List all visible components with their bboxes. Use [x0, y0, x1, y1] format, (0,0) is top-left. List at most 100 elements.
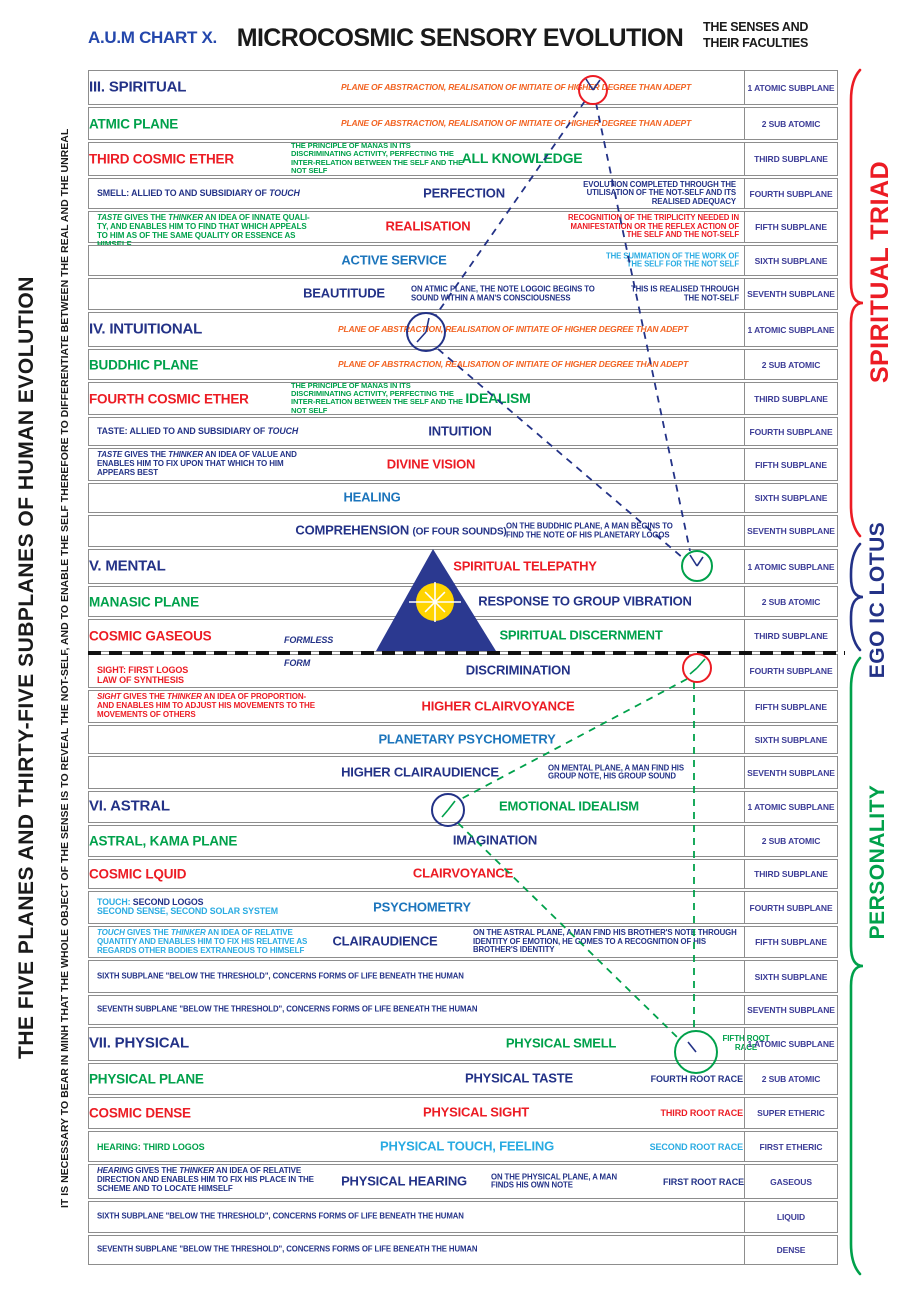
table-row: BUDDHIC PLANE PLANE OF ABSTRACTION, REALI… [88, 349, 838, 380]
senses-subtitle-line2: THEIR FACULTIES [703, 35, 808, 50]
row-text: THE PRINCIPLE OF MANAS IN ITS DISCRIMINA… [291, 380, 463, 415]
subplane-label: THIRD SUBPLANE [744, 142, 837, 176]
table-row: PLANETARY PSYCHOMETRY SIXTH SUBPLANE [88, 725, 838, 754]
subplane-label: THIRD SUBPLANE [744, 619, 837, 652]
row-text: THIS IS REALISED THROUGH THE NOT-SELF [630, 284, 739, 302]
text-part: TASTE [97, 450, 123, 459]
subplane-label: FOURTH SUBPLANE [744, 654, 837, 688]
row-text: EVOLUTION COMPLETED THROUGH THE UTILISAT… [583, 179, 736, 206]
row-center-label: PHYSICAL SMELL [505, 1035, 617, 1051]
row-center-label: PLANE OF ABSTRACTION, REALISATION OF INI… [338, 358, 688, 369]
table-row: V. MENTAL SPIRITUAL TELEPATHY 1 ATOMIC SUB… [88, 549, 838, 584]
subplane-label: FIFTH SUBPLANE [744, 448, 837, 481]
subplane-label: FIFTH SUBPLANE [744, 211, 837, 243]
table-row: ATMIC PLANE PLANE OF ABSTRACTION, REALISA… [88, 107, 838, 140]
brace-label-spiritual-triad: SPIRITUAL TRIAD [866, 160, 894, 384]
row-text: TASTE GIVES THE THINKER AN IDEA OF VALUE… [97, 450, 315, 478]
row-center-label: ACTIVE SERVICE [341, 252, 447, 268]
table-row: TOUCH: SECOND LOGOS SECOND SENSE, SECOND… [88, 891, 838, 924]
text-part: SMELL: [97, 187, 132, 198]
table-row: HIGHER CLAIRAUDIENCE ON MENTAL PLANE, A M… [88, 756, 838, 789]
row-text: SEVENTH SUBPLANE "BELOW THE THRESHOLD", … [97, 1004, 478, 1014]
row-center-label: DISCRIMINATION [465, 662, 571, 678]
subplane-label: 1 ATOMIC SUBPLANE [744, 312, 837, 347]
subplane-label: GASEOUS [744, 1164, 837, 1199]
text-part: GIVES THE [120, 692, 167, 701]
plane-label: PHYSICAL PLANE [89, 1071, 204, 1087]
subplane-label: FIRST ETHERIC [744, 1131, 837, 1162]
subplane-label: 2 SUB ATOMIC [744, 1063, 837, 1095]
subplane-label: DENSE [744, 1235, 837, 1265]
row-center-label: HEALING [343, 489, 401, 505]
table-row: HEARING: THIRD LOGOS PHYSICAL TOUCH, FEEL… [88, 1131, 838, 1162]
text-part: SIGHT [97, 692, 121, 701]
row-text: TASTE GIVES THE THINKER AN IDEA OF INNAT… [97, 213, 317, 250]
text-part: AN IDEA OF VALUE AND ENABLES HIM TO FIX … [97, 450, 297, 477]
row-center-label: PHYSICAL SIGHT [422, 1104, 530, 1120]
plane-label: MANASIC PLANE [89, 593, 199, 609]
row-center-label: PHYSICAL HEARING [341, 1173, 467, 1189]
row-center-label: PHYSICAL TASTE [465, 1070, 573, 1086]
subplane-label: 1 ATOMIC SUBPLANE [744, 549, 837, 584]
row-text: ON MENTAL PLANE, A MAN FIND HIS GROUP NO… [548, 762, 684, 781]
subplane-label: SIXTH SUBPLANE [744, 960, 837, 993]
text-part: ALLIED TO AND SUBSIDIARY OF [131, 187, 270, 198]
text-part: (OF FOUR SOUNDS) [412, 526, 507, 538]
row-center-label: PSYCHOMETRY [373, 899, 471, 915]
row-text: FIRST ROOT RACE [663, 1176, 744, 1187]
row-center-label: INTUITION [428, 423, 492, 439]
subplane-label: 1 ATOMIC SUBPLANE [744, 70, 837, 105]
brace-label-egoic-lotus: EGO IC LOTUS [866, 521, 889, 679]
subplane-label: FOURTH SUBPLANE [744, 891, 837, 924]
plane-label: COSMIC GASEOUS [89, 627, 212, 643]
text-part: THINKER [168, 213, 204, 222]
text-part: AN IDEA OF PROPORTION- AND ENABLES HIM T… [97, 692, 315, 719]
text-part: TASTE: [97, 425, 130, 436]
row-center-label: PHYSICAL TOUCH, FEELING [379, 1138, 555, 1154]
text-part: SECOND SENSE, SECOND SOLAR SYSTEM [97, 906, 278, 917]
text-part: TOUCH: [97, 896, 133, 907]
table-row: SEVENTH SUBPLANE "BELOW THE THRESHOLD", … [88, 1235, 838, 1265]
table-row: SMELL: ALLIED TO AND SUBSIDIARY OF TOUCH… [88, 178, 838, 209]
row-center-label: PLANETARY PSYCHOMETRY [378, 731, 556, 747]
subplane-label: THIRD SUBPLANE [744, 382, 837, 415]
row-text: ON THE ASTRAL PLANE, A MAN FIND HIS BROT… [473, 927, 737, 955]
section-title: VII. PHYSICAL [89, 1034, 189, 1052]
table-row: SIGHT GIVES THE THINKER AN IDEA OF PROPO… [88, 690, 838, 723]
table-row: PHYSICAL PLANE PHYSICAL TASTE FOURTH ROOT … [88, 1063, 838, 1095]
text-part: ALLIED TO AND SUBSIDIARY OF [129, 425, 268, 436]
table-row: TOUCH GIVES THE THINKER AN IDEA OF RELAT… [88, 926, 838, 958]
row-center-label: PLANE OF ABSTRACTION, REALISATION OF INI… [338, 323, 688, 334]
table-row: HEALING SIXTH SUBPLANE [88, 483, 838, 513]
section-title: III. SPIRITUAL [89, 78, 187, 96]
table-row: TASTE: ALLIED TO AND SUBSIDIARY OF TOUCH… [88, 417, 838, 446]
subplane-label: FOURTH SUBPLANE [744, 417, 837, 446]
subplane-label: 2 SUB ATOMIC [744, 825, 837, 857]
subplane-label: FIFTH SUBPLANE [744, 926, 837, 958]
row-text: TASTE: ALLIED TO AND SUBSIDIARY OF TOUCH [97, 425, 332, 437]
row-center-label: BEAUTITUDE [303, 285, 385, 301]
table-row: VI. ASTRAL EMOTIONAL IDEALISM 1 ATOMIC SUB… [88, 791, 838, 823]
text-part: TOUCH [97, 928, 125, 937]
subplane-label: SIXTH SUBPLANE [744, 725, 837, 754]
text-part: AN IDEA OF INNATE QUALI-TY, AND ENABLES … [97, 213, 310, 249]
text-part: SECOND LOGOS [132, 896, 204, 907]
row-center-label: HIGHER CLAIRVOYANCE [421, 698, 575, 714]
row-text: ON THE BUDDHIC PLANE, A MAN BEGINS TO FI… [506, 521, 673, 539]
table-row: TASTE GIVES THE THINKER AN IDEA OF INNAT… [88, 211, 838, 249]
subplane-label: SEVENTH SUBPLANE [744, 278, 837, 310]
table-row: COMPREHENSION (OF FOUR SOUNDS) ON THE BUD… [88, 515, 838, 547]
senses-subtitle-line1: THE SENSES AND [703, 20, 809, 34]
text-part: THINKER [168, 450, 204, 459]
text-part: GIVES THE [122, 213, 169, 222]
left-margin-note: IT IS NECESSARY TO BEAR IN MINH THAT THE… [59, 128, 71, 1208]
text-part: THINKER [179, 1166, 215, 1175]
subplane-label: SUPER ETHERIC [744, 1097, 837, 1129]
row-text: SECOND ROOT RACE [649, 1141, 744, 1152]
table-row: VII. PHYSICAL PHYSICAL SMELL FIFTH ROOT RA… [88, 1027, 838, 1061]
row-text: TOUCH GIVES THE THINKER AN IDEA OF RELAT… [97, 928, 325, 956]
table-row: MANASIC PLANE RESPONSE TO GROUP VIBRATION… [88, 586, 838, 617]
subplane-label: 2 SUB ATOMIC [744, 349, 837, 380]
section-title: VI. ASTRAL [89, 797, 170, 815]
